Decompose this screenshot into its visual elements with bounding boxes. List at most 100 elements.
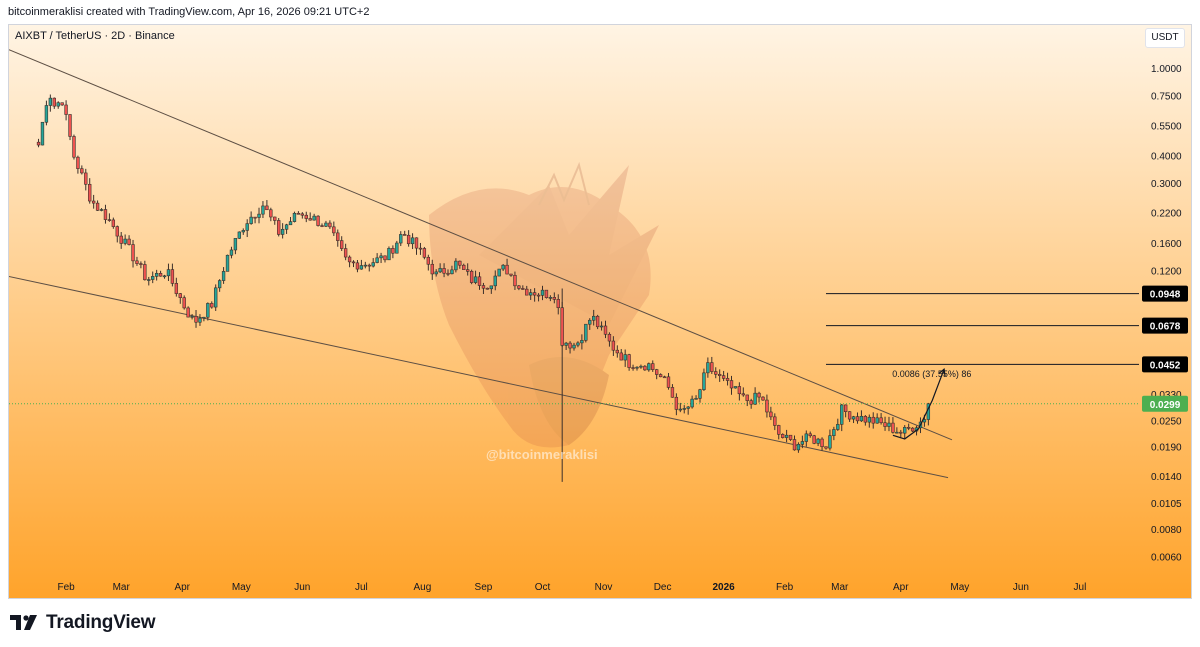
candle-body	[556, 299, 560, 309]
x-tick-label: Sep	[475, 582, 493, 593]
chart-credit: bitcoinmeraklisi created with TradingVie…	[8, 6, 370, 18]
candle	[765, 394, 769, 418]
symbol-label[interactable]: AIXBT / TetherUS · 2D · Binance	[15, 30, 175, 42]
candle-body	[690, 398, 694, 408]
price-chart[interactable]: 0.0086 (37.55%) 86 1.40001.00000.75000.5…	[9, 25, 1192, 599]
candle	[745, 394, 749, 407]
currency-button[interactable]: USDT	[1145, 28, 1185, 48]
candle	[792, 435, 797, 451]
candle-body	[158, 273, 163, 277]
candle-body	[288, 221, 293, 226]
candle	[454, 258, 458, 273]
candle-body	[56, 102, 60, 107]
candle	[607, 332, 612, 347]
candle	[245, 219, 249, 238]
candle-body	[324, 222, 328, 227]
candle	[217, 279, 222, 292]
candle-body	[135, 260, 139, 264]
tradingview-logo-icon[interactable]	[10, 613, 40, 633]
candle	[182, 295, 186, 310]
candle-body	[773, 416, 777, 426]
x-tick-label: Jun	[1013, 582, 1029, 593]
candle	[548, 295, 553, 302]
candle-body	[647, 363, 651, 371]
candle-body	[588, 319, 592, 325]
candle-body	[725, 378, 730, 381]
candle-body	[426, 256, 430, 265]
candle	[808, 431, 812, 438]
y-tick-label: 0.3000	[1151, 179, 1182, 190]
candle	[784, 429, 789, 443]
tradingview-logo-text[interactable]: TradingView	[46, 612, 156, 633]
chart-background	[9, 25, 1191, 598]
candle-body	[115, 226, 119, 237]
candle-body	[903, 427, 907, 434]
candle-body	[871, 416, 875, 424]
candle-body	[651, 363, 655, 370]
candle	[599, 321, 604, 331]
level-price-label: 0.0678	[1150, 322, 1181, 333]
candle-body	[190, 316, 194, 318]
candle-body	[410, 237, 415, 245]
candle-body	[217, 280, 222, 289]
x-tick-label: Jul	[1074, 582, 1087, 593]
candle-body	[788, 434, 793, 440]
candle	[903, 425, 907, 440]
candle-body	[595, 315, 600, 328]
candle-body	[682, 408, 686, 410]
candle	[580, 334, 584, 350]
candle	[493, 270, 497, 291]
candle-body	[698, 389, 702, 399]
candle-body	[340, 240, 344, 249]
candle-body	[442, 268, 446, 274]
candle	[576, 341, 580, 348]
candle-body	[883, 422, 887, 427]
candle	[44, 100, 49, 126]
x-tick-label: Feb	[776, 582, 794, 593]
candle-body	[548, 297, 553, 299]
candle	[619, 349, 623, 361]
candle	[592, 309, 596, 326]
candle	[123, 234, 127, 246]
candle-body	[784, 434, 789, 438]
candle-body	[847, 411, 852, 420]
bull-logo-watermark	[429, 161, 659, 448]
candle	[229, 246, 234, 259]
candle	[469, 269, 474, 285]
candle-body	[446, 272, 450, 275]
candle-body	[237, 231, 242, 239]
candle-body	[162, 275, 167, 278]
candle	[391, 245, 395, 259]
candle-body	[497, 268, 501, 277]
candle-body	[560, 307, 564, 346]
candle	[288, 216, 293, 226]
candle	[68, 114, 72, 141]
candle-body	[343, 248, 348, 258]
y-tick-label: 0.1600	[1151, 239, 1182, 250]
candle	[800, 435, 805, 449]
candle	[635, 366, 639, 371]
candle-body	[355, 262, 360, 270]
y-tick-label: 0.7500	[1151, 92, 1182, 103]
candle-body	[780, 434, 785, 438]
candle	[320, 223, 324, 228]
candle-body	[473, 276, 478, 283]
candle	[308, 212, 312, 221]
x-tick-label: Dec	[654, 582, 672, 593]
candle-body	[619, 352, 623, 361]
candle	[662, 375, 667, 379]
candle	[595, 314, 600, 330]
candle	[643, 365, 647, 371]
candle	[406, 230, 411, 247]
candle	[91, 194, 96, 209]
candle-body	[178, 293, 182, 298]
candle	[895, 427, 899, 434]
chart-frame[interactable]: 0.0086 (37.55%) 86 1.40001.00000.75000.5…	[8, 24, 1192, 599]
candle	[887, 416, 891, 432]
candle	[501, 264, 505, 272]
candle	[170, 263, 175, 287]
candle-body	[95, 202, 100, 211]
candle-body	[765, 399, 769, 413]
candle	[497, 268, 501, 277]
candle-body	[635, 366, 639, 369]
